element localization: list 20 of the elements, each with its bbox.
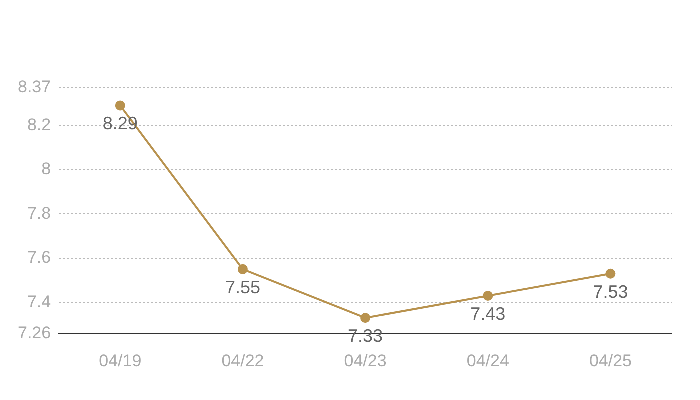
data-label: 7.43: [470, 304, 506, 324]
y-tick-label: 7.8: [27, 204, 52, 223]
point: [360, 313, 371, 324]
x-tick-label: 04/25: [589, 351, 632, 370]
x-tick-label: 04/19: [99, 351, 142, 370]
x-tick-label: 04/23: [344, 351, 387, 370]
data-label: 7.55: [225, 277, 260, 298]
y-tick-label: 8.2: [27, 115, 52, 134]
x-tick-label: 04/24: [466, 351, 510, 370]
y-tick-label: 8: [42, 160, 52, 179]
y-tick-label: 7.4: [27, 292, 52, 312]
x-tick-label: 04/22: [222, 351, 264, 370]
y-tick-label: 8.37: [18, 78, 52, 97]
point: [115, 100, 126, 111]
point: [606, 268, 616, 279]
point: [238, 264, 248, 274]
point: [483, 290, 494, 301]
y-tick-label: 7.26: [18, 323, 52, 342]
y-tick-label: 7.6: [27, 248, 52, 268]
data-label: 7.53: [593, 282, 628, 302]
